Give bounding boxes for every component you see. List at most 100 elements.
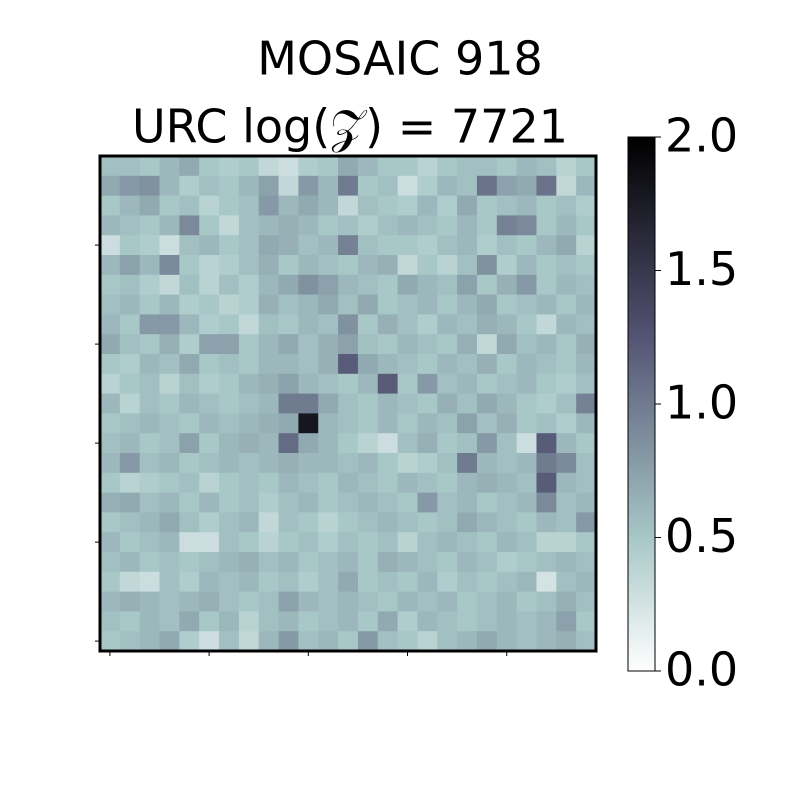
heatmap-cell xyxy=(417,334,438,355)
colorbar-step xyxy=(628,614,655,619)
colorbar-step xyxy=(628,612,655,616)
heatmap-cell xyxy=(338,453,359,474)
heatmap-cell xyxy=(496,314,518,335)
colorbar-step xyxy=(628,273,655,277)
heatmap-cell xyxy=(258,334,280,355)
heatmap-cell xyxy=(357,373,379,395)
colorbar-step xyxy=(628,454,655,458)
heatmap-cell xyxy=(119,532,141,553)
heatmap-cell xyxy=(496,235,518,256)
heatmap-cell xyxy=(516,591,537,612)
heatmap-cell xyxy=(397,433,418,454)
heatmap-cell xyxy=(119,314,141,335)
heatmap-cell xyxy=(556,255,577,276)
heatmap-cell xyxy=(556,591,577,612)
heatmap-cell xyxy=(298,156,319,177)
colorbar-step xyxy=(628,532,655,536)
heatmap-cell xyxy=(318,393,339,414)
heatmap-cell xyxy=(139,175,161,197)
heatmap-cell xyxy=(258,255,280,276)
heatmap-cell xyxy=(437,314,458,335)
heatmap-cell xyxy=(357,571,379,593)
heatmap-cell xyxy=(576,611,597,632)
heatmap-cell xyxy=(476,472,498,494)
colorbar-step xyxy=(628,537,655,541)
heatmap-cell xyxy=(139,433,161,454)
colorbar-step xyxy=(628,251,655,255)
heatmap-cell xyxy=(100,472,121,494)
colorbar-step xyxy=(628,489,655,493)
colorbar-step xyxy=(628,422,655,426)
colorbar-step xyxy=(628,350,655,354)
colorbar-step xyxy=(628,145,655,149)
heatmap-cell xyxy=(377,354,399,375)
colorbar-step xyxy=(628,409,655,413)
heatmap-cell xyxy=(357,195,379,216)
heatmap-cell xyxy=(516,552,537,573)
heatmap-cell xyxy=(377,591,399,612)
heatmap-cell xyxy=(397,393,418,414)
heatmap-cell xyxy=(417,235,438,256)
colorbar-step xyxy=(628,441,655,445)
colorbar-step xyxy=(628,222,655,226)
heatmap-cell xyxy=(119,354,141,375)
heatmap-cell xyxy=(159,215,180,236)
colorbar-step xyxy=(628,329,655,333)
colorbar-step xyxy=(628,374,655,378)
heatmap-cell xyxy=(179,571,200,593)
heatmap-cell xyxy=(496,156,518,177)
colorbar-step xyxy=(628,620,655,624)
heatmap-cell xyxy=(476,175,498,197)
heatmap-cell xyxy=(119,294,141,315)
heatmap-cell xyxy=(556,354,577,375)
heatmap-cell xyxy=(397,195,418,216)
colorbar-step xyxy=(628,174,655,178)
heatmap-cell xyxy=(437,373,458,395)
heatmap-cell xyxy=(536,156,557,177)
heatmap-cell xyxy=(119,393,141,414)
heatmap-cell xyxy=(238,195,260,216)
heatmap-cell xyxy=(318,314,339,335)
heatmap-cell xyxy=(576,492,597,513)
heatmap-cell xyxy=(476,156,498,177)
heatmap-cell xyxy=(119,472,141,494)
heatmap-cell xyxy=(437,571,458,593)
heatmap-cell xyxy=(179,492,200,513)
colorbar-step xyxy=(628,446,655,450)
heatmap-cell xyxy=(338,255,359,276)
heatmap-cell xyxy=(238,453,260,474)
heatmap-cell xyxy=(397,413,418,434)
colorbar-step xyxy=(628,171,655,175)
heatmap-cell xyxy=(476,611,498,632)
heatmap-cell xyxy=(476,512,498,533)
heatmap-cell xyxy=(377,492,399,513)
heatmap-cell xyxy=(298,294,319,315)
heatmap-cell xyxy=(397,571,418,593)
heatmap-cell xyxy=(437,354,458,375)
heatmap-cell xyxy=(457,631,478,652)
heatmap-cell xyxy=(536,373,557,395)
heatmap-cell xyxy=(437,413,458,434)
colorbar-step xyxy=(628,417,655,421)
heatmap-cell xyxy=(318,175,339,197)
heatmap-cell xyxy=(556,294,577,315)
heatmap-cell xyxy=(516,492,537,513)
heatmap-cell xyxy=(119,571,141,593)
heatmap-cell xyxy=(377,631,399,652)
heatmap-cell xyxy=(496,433,518,454)
heatmap-cell xyxy=(179,611,200,632)
heatmap-cell xyxy=(219,571,240,593)
heatmap-cell xyxy=(179,453,200,474)
heatmap-cell xyxy=(476,552,498,573)
heatmap-cell xyxy=(556,552,577,573)
heatmap-cell xyxy=(516,571,537,593)
heatmap-cell xyxy=(496,532,518,553)
colorbar-step xyxy=(628,395,655,400)
heatmap-cell xyxy=(119,413,141,434)
heatmap-cell xyxy=(556,472,577,494)
heatmap-cell xyxy=(119,433,141,454)
heatmap-cell xyxy=(318,453,339,474)
heatmap-cell xyxy=(199,274,220,296)
colorbar-step xyxy=(628,662,655,667)
heatmap-cell xyxy=(476,631,498,652)
